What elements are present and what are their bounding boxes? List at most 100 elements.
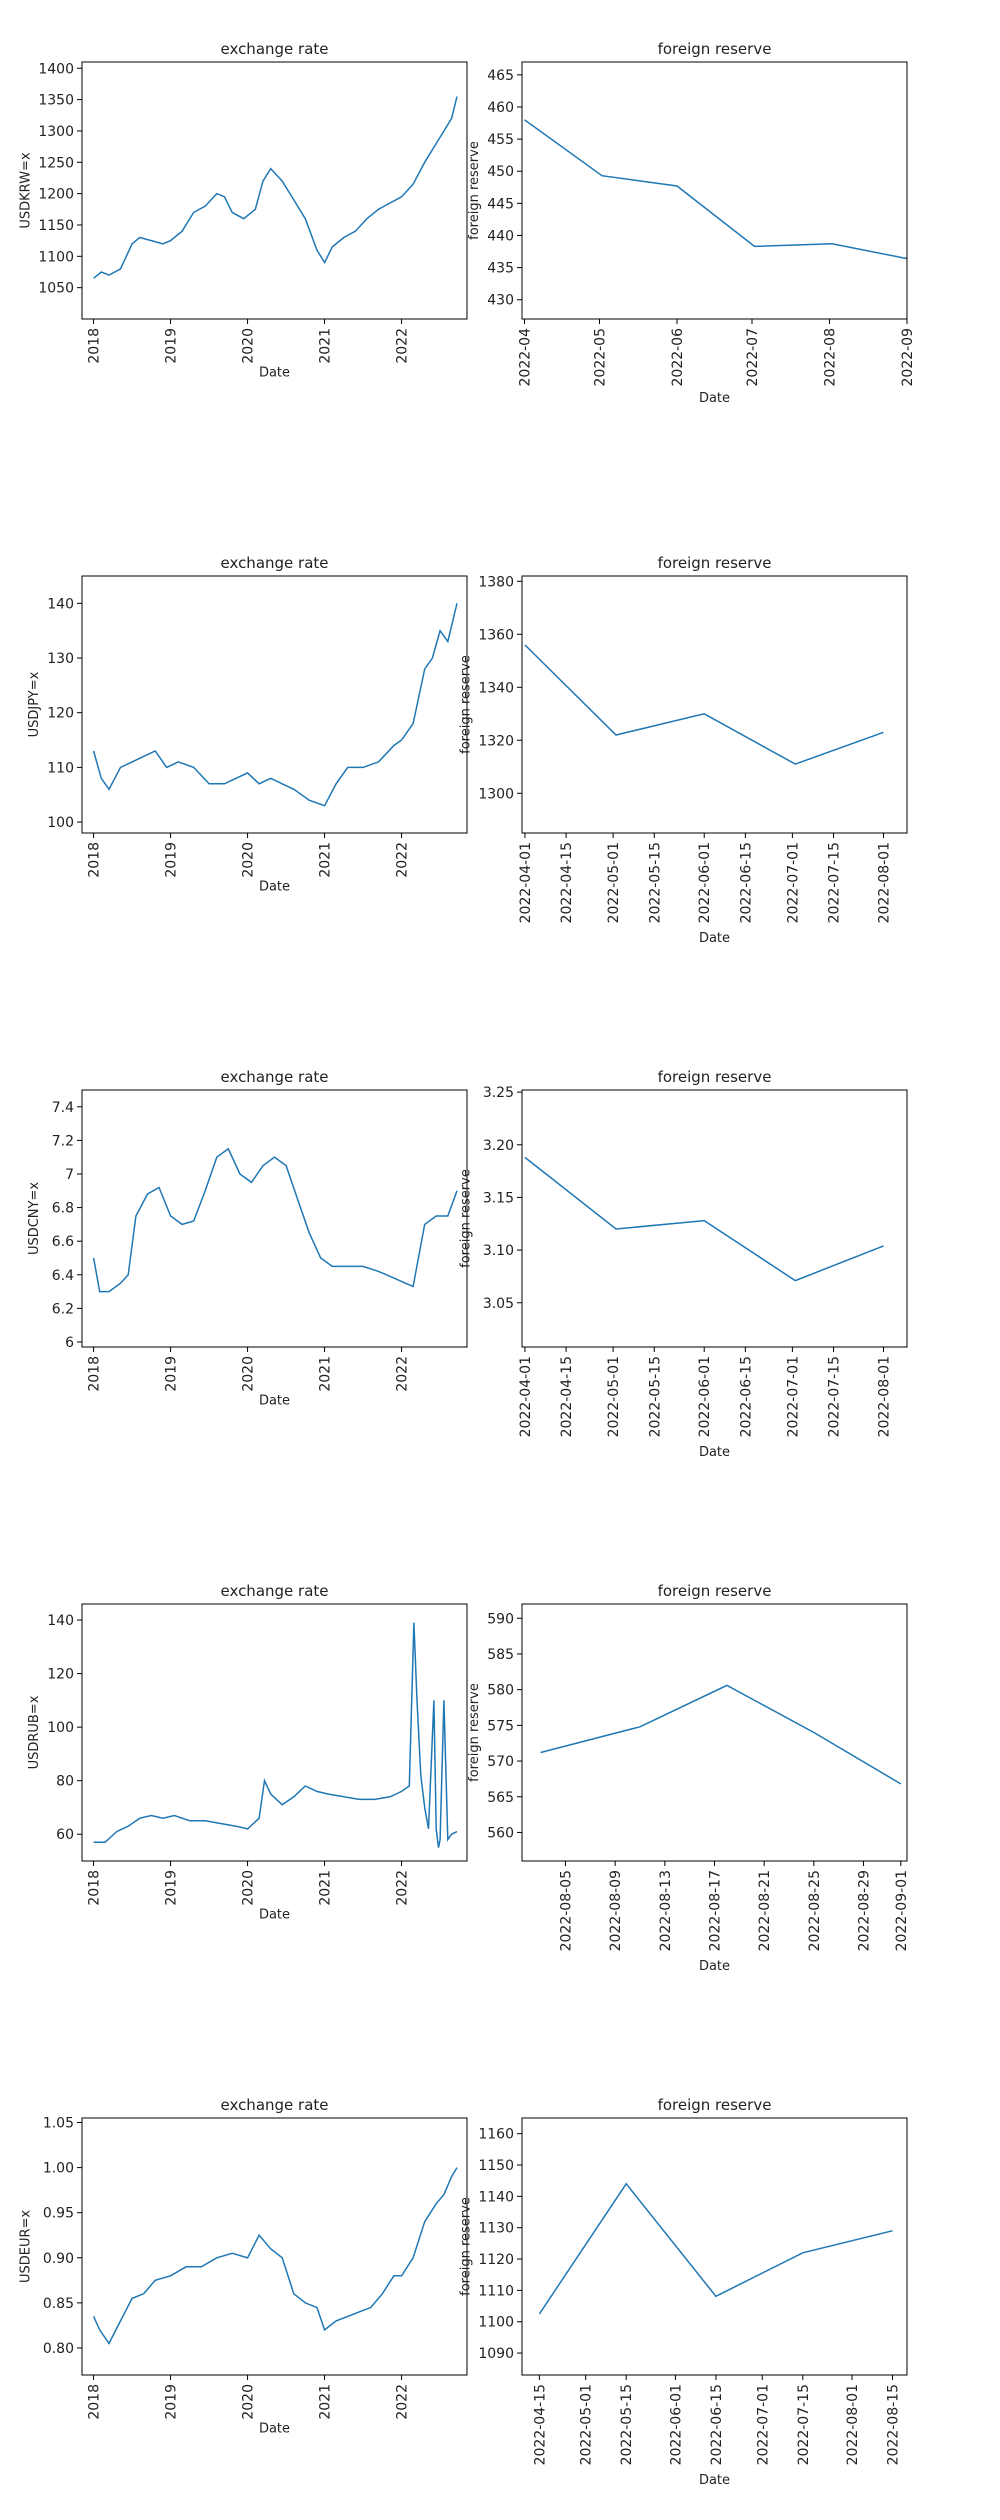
- y-axis-label: foreign reserve: [467, 141, 482, 240]
- x-axis-label: Date: [259, 879, 290, 894]
- x-tick-label: 2021: [318, 2384, 334, 2420]
- x-tick-label: 2022-04: [518, 328, 534, 387]
- x-tick-label: 2021: [318, 328, 334, 364]
- x-tick-label: 2022-07-01: [755, 2384, 771, 2465]
- y-tick-label: 6.6: [52, 1234, 74, 1250]
- x-tick-label: 2022-08-01: [845, 2384, 861, 2465]
- y-axis-label: foreign reserve: [459, 1169, 474, 1268]
- y-axis-label: USDKRW=x: [19, 152, 34, 229]
- x-tick-label: 2018: [87, 1870, 103, 1906]
- x-tick-label: 2022-06-01: [668, 2384, 684, 2465]
- x-tick-label: 2022-04-01: [518, 1356, 534, 1437]
- x-tick-label: 2022: [395, 2384, 411, 2420]
- chart-panel-10: foreign reserve 1090 1100 1110 1120 1130 1140 1…: [459, 2096, 908, 2488]
- plot-frame: [521, 61, 908, 320]
- x-tick-label: 2019: [164, 1356, 180, 1392]
- y-tick-label: 1110: [478, 2283, 514, 2299]
- x-tick-label: 2020: [241, 2384, 257, 2420]
- x-tick-label: 2022-06-01: [697, 1356, 713, 1437]
- x-axis-label: Date: [259, 2421, 290, 2436]
- y-tick-label: 1100: [478, 2315, 514, 2331]
- x-axis-label: Date: [259, 1907, 290, 1922]
- x-tick-label: 2019: [164, 842, 180, 878]
- chart-panel-5: exchange rate 6 6.2 6.4 6.6 6.8 7 7.2 7.4 2018 201…: [27, 1068, 468, 1408]
- y-tick-label: 1380: [478, 574, 514, 590]
- x-tick-label: 2022-05: [593, 328, 609, 387]
- x-tick-label: 2020: [241, 328, 257, 364]
- x-tick-label: 2019: [164, 2384, 180, 2420]
- x-tick-label: 2022-08-29: [857, 1870, 873, 1951]
- x-axis-label: Date: [699, 931, 730, 946]
- x-tick-label: 2022-07-15: [827, 1356, 843, 1437]
- y-tick-label: 110: [47, 760, 74, 776]
- y-tick-label: 1050: [38, 281, 74, 297]
- x-tick-label: 2022-06-01: [697, 842, 713, 923]
- y-tick-label: 100: [47, 1720, 74, 1736]
- x-tick-label: 2018: [87, 1356, 103, 1392]
- y-tick-label: 6.2: [52, 1301, 74, 1317]
- y-tick-label: 445: [487, 196, 514, 212]
- y-tick-label: 6: [65, 1335, 74, 1351]
- chart-panel-7: exchange rate 60 80 100 120 140 2018 2019 2020 20…: [27, 1582, 468, 1922]
- y-tick-label: 1.00: [43, 2161, 74, 2177]
- y-tick-label: 6.8: [52, 1201, 74, 1217]
- y-tick-label: 3.10: [483, 1243, 514, 1259]
- series-line: [524, 1156, 884, 1282]
- x-tick-label: 2021: [318, 842, 334, 878]
- y-tick-label: 1120: [478, 2252, 514, 2268]
- chart-title: exchange rate: [220, 1582, 328, 1600]
- x-tick-label: 2022-07-01: [785, 1356, 801, 1437]
- chart-panel-9: exchange rate 0.80 0.85 0.90 0.95 1.00 1.05 201…: [19, 2096, 468, 2436]
- chart-panel-1: exchange rate 1050 1100 1150 1200 1250 1300 135…: [19, 40, 468, 380]
- plot-frame: [81, 1603, 468, 1862]
- x-tick-label: 2022-08-05: [558, 1870, 574, 1951]
- x-tick-label: 2022-08-17: [708, 1870, 724, 1951]
- y-axis-label: USDEUR=x: [19, 2210, 34, 2283]
- chart-panel-8: foreign reserve 560 565 570 575 580 585 590 2022…: [467, 1582, 910, 1974]
- series-line: [93, 96, 458, 279]
- x-tick-label: 2022-04-01: [518, 842, 534, 923]
- x-tick-label: 2022-06-15: [709, 2384, 725, 2465]
- chart-panel-6: foreign reserve 3.05 3.10 3.15 3.20 3.25 2022-…: [459, 1068, 908, 1460]
- y-tick-label: 140: [47, 1613, 74, 1629]
- y-tick-label: 575: [487, 1718, 514, 1734]
- x-tick-label: 2018: [87, 328, 103, 364]
- y-tick-label: 590: [487, 1611, 514, 1627]
- chart-title: foreign reserve: [658, 554, 772, 572]
- y-tick-label: 0.95: [43, 2206, 74, 2222]
- series-line: [92, 603, 458, 807]
- y-tick-label: 580: [487, 1683, 514, 1699]
- y-tick-label: 3.15: [483, 1190, 514, 1206]
- y-axis-label: USDRUB=x: [27, 1695, 42, 1769]
- y-axis-label: foreign reserve: [459, 655, 474, 754]
- x-tick-label: 2022-06-15: [738, 842, 754, 923]
- y-tick-label: 1130: [478, 2221, 514, 2237]
- series-line: [540, 1684, 902, 1785]
- x-axis-label: Date: [699, 1959, 730, 1974]
- x-tick-label: 2022-04-15: [559, 842, 575, 923]
- x-tick-label: 2022: [395, 1870, 411, 1906]
- y-tick-label: 1160: [478, 2127, 514, 2143]
- y-tick-label: 3.05: [483, 1296, 514, 1312]
- x-tick-label: 2022-05-01: [579, 2384, 595, 2465]
- y-tick-label: 1.05: [43, 2116, 74, 2132]
- x-tick-label: 2022-08-09: [608, 1870, 624, 1951]
- chart-title: exchange rate: [220, 1068, 328, 1086]
- x-tick-label: 2019: [164, 1870, 180, 1906]
- x-axis-label: Date: [699, 2473, 730, 2488]
- y-tick-label: 1100: [38, 249, 74, 265]
- y-tick-label: 455: [487, 132, 514, 148]
- x-tick-label: 2022-07-01: [785, 842, 801, 923]
- x-tick-label: 2021: [318, 1870, 334, 1906]
- x-tick-label: 2022-08-21: [757, 1870, 773, 1951]
- x-tick-label: 2022-05-15: [647, 1356, 663, 1437]
- y-tick-label: 1360: [478, 627, 514, 643]
- x-tick-label: 2022-05-15: [647, 842, 663, 923]
- x-tick-label: 2022-09-01: [894, 1870, 910, 1951]
- x-tick-label: 2020: [241, 1356, 257, 1392]
- y-tick-label: 560: [487, 1825, 514, 1841]
- chart-title: exchange rate: [220, 2096, 328, 2114]
- x-tick-label: 2022-06-15: [738, 1356, 754, 1437]
